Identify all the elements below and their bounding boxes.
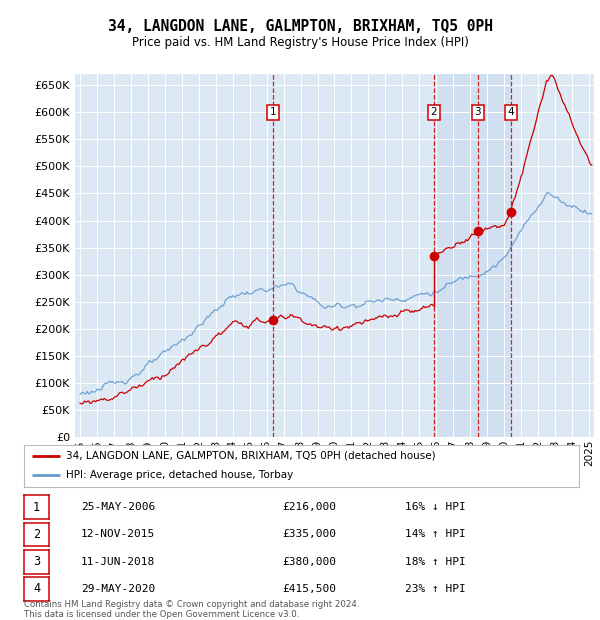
Text: £415,500: £415,500: [282, 584, 336, 594]
Text: 2: 2: [33, 528, 40, 541]
Text: 11-JUN-2018: 11-JUN-2018: [81, 557, 155, 567]
Text: £380,000: £380,000: [282, 557, 336, 567]
Text: 2: 2: [431, 107, 437, 117]
Text: 4: 4: [508, 107, 514, 117]
Text: 1: 1: [270, 107, 277, 117]
Text: 3: 3: [475, 107, 481, 117]
Bar: [434, 74, 511, 437]
Text: 25-MAY-2006: 25-MAY-2006: [81, 502, 155, 512]
Text: This data is licensed under the Open Government Licence v3.0.: This data is licensed under the Open Gov…: [24, 609, 299, 619]
Text: 12-NOV-2015: 12-NOV-2015: [81, 529, 155, 539]
Text: 1: 1: [33, 501, 40, 513]
Text: 18% ↑ HPI: 18% ↑ HPI: [405, 557, 466, 567]
Text: 4: 4: [33, 583, 40, 595]
Text: 34, LANGDON LANE, GALMPTON, BRIXHAM, TQ5 0PH (detached house): 34, LANGDON LANE, GALMPTON, BRIXHAM, TQ5…: [65, 451, 435, 461]
Text: £216,000: £216,000: [282, 502, 336, 512]
Text: Price paid vs. HM Land Registry's House Price Index (HPI): Price paid vs. HM Land Registry's House …: [131, 36, 469, 49]
Text: 14% ↑ HPI: 14% ↑ HPI: [405, 529, 466, 539]
Text: 3: 3: [33, 556, 40, 568]
Text: 34, LANGDON LANE, GALMPTON, BRIXHAM, TQ5 0PH: 34, LANGDON LANE, GALMPTON, BRIXHAM, TQ5…: [107, 19, 493, 33]
Text: £335,000: £335,000: [282, 529, 336, 539]
Text: 29-MAY-2020: 29-MAY-2020: [81, 584, 155, 594]
Text: HPI: Average price, detached house, Torbay: HPI: Average price, detached house, Torb…: [65, 471, 293, 480]
Text: 16% ↓ HPI: 16% ↓ HPI: [405, 502, 466, 512]
Text: 23% ↑ HPI: 23% ↑ HPI: [405, 584, 466, 594]
Text: Contains HM Land Registry data © Crown copyright and database right 2024.: Contains HM Land Registry data © Crown c…: [24, 600, 359, 609]
